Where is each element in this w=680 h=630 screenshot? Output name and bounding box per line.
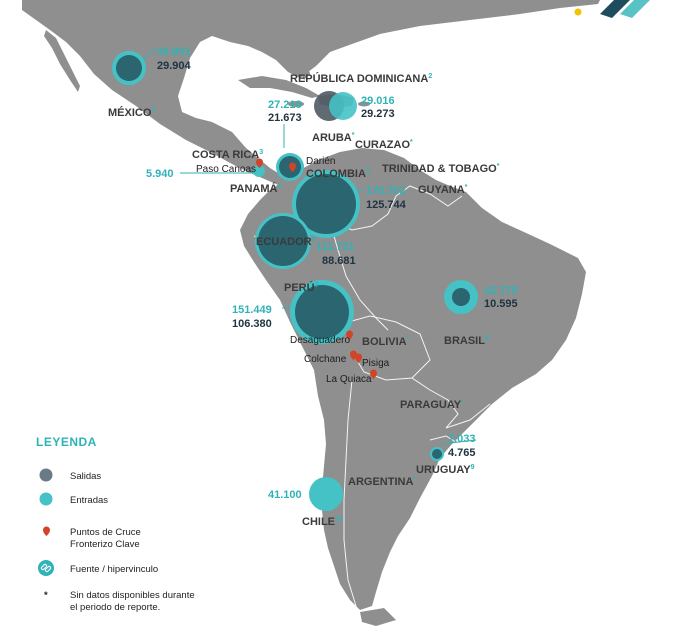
legend-asterisk: * bbox=[44, 590, 48, 601]
accent-teal-stroke bbox=[600, 0, 630, 18]
label-ecuador: ECUADOR6 bbox=[256, 236, 316, 248]
label-la-quiaca: La Quiaca bbox=[326, 374, 372, 385]
label-paraguay: PARAGUAY* bbox=[400, 399, 464, 411]
label-guyana: GUYANA* bbox=[418, 184, 468, 196]
label-rep-dominicana: REPÚBLICA DOMINICANA2 bbox=[290, 72, 432, 85]
legend-salidas-label: Salidas bbox=[70, 471, 101, 482]
bubble-rd-entradas bbox=[329, 92, 357, 120]
darien-salidas: 21.673 bbox=[268, 112, 302, 124]
bubble-costa-rica bbox=[253, 165, 265, 177]
label-panama: PANAMÁ4 bbox=[230, 182, 281, 195]
label-trinidad: TRINIDAD & TOBAGO* bbox=[382, 163, 500, 175]
accent-yellow-dot bbox=[574, 8, 582, 16]
legend-salidas-swatch bbox=[39, 468, 53, 482]
uruguay-entradas: 7.033 bbox=[448, 433, 476, 445]
country-labels: MÉXICO1 REPÚBLICA DOMINICANA2 ARUBA* CUR… bbox=[108, 72, 500, 528]
label-colchane: Colchane bbox=[304, 354, 347, 365]
marker-desaguadero bbox=[346, 330, 353, 340]
accent-cyan-stroke bbox=[620, 0, 650, 18]
uruguay-salidas: 4.765 bbox=[448, 447, 476, 459]
legend-marker-icon bbox=[43, 526, 50, 536]
marker-la-quiaca bbox=[370, 369, 377, 379]
crossing-labels: Paso Canoas Darién Desaguadero Colchane … bbox=[196, 156, 390, 385]
label-paso-canoas: Paso Canoas bbox=[196, 164, 256, 175]
land-jamaica bbox=[288, 101, 304, 107]
bubble-brasil-salidas bbox=[452, 288, 470, 306]
corner-accent bbox=[574, 0, 650, 18]
label-chile: CHILE10 bbox=[302, 516, 343, 528]
marker-pisiga bbox=[355, 353, 362, 363]
colombia-entradas: 170.702 bbox=[366, 185, 406, 197]
ecuador-entradas: 111.721 bbox=[316, 241, 355, 253]
label-brasil: BRASIL8 bbox=[444, 335, 489, 347]
costa-rica-value: 5.940 bbox=[146, 168, 174, 180]
connector-uruguay bbox=[441, 439, 477, 445]
bubble-colombia-salidas bbox=[296, 174, 356, 234]
land-florida bbox=[288, 40, 310, 80]
legend-title: LEYENDA bbox=[36, 435, 97, 449]
mexico-salidas: 29.904 bbox=[157, 60, 192, 72]
border-uruguay bbox=[429, 435, 463, 467]
link-icon bbox=[38, 560, 54, 576]
legend-entradas-label: Entradas bbox=[70, 495, 108, 506]
ecuador-salidas: 88.681 bbox=[322, 255, 356, 267]
land-cuba bbox=[238, 76, 320, 98]
land-puerto-rico bbox=[358, 101, 370, 107]
label-argentina: ARGENTINA* bbox=[348, 476, 416, 488]
legend-cruce-line1: Puntos de Cruce bbox=[70, 527, 141, 538]
brasil-entradas: 42.775 bbox=[484, 285, 518, 297]
peru-entradas: 151.449 bbox=[232, 304, 272, 316]
border-paraguay bbox=[411, 377, 459, 429]
legend: LEYENDA Salidas Entradas Puntos de Cruce… bbox=[36, 435, 195, 613]
bubble-ecuador-salidas bbox=[258, 216, 308, 266]
border-venezuela bbox=[395, 185, 463, 207]
legend-fuente-label: Fuente / hipervinculo bbox=[70, 564, 158, 575]
legend-nodata-line2: el periodo de reporte. bbox=[70, 602, 160, 613]
border-argentina-chile bbox=[343, 379, 357, 607]
label-colombia: COLOMBIA5 bbox=[306, 168, 370, 180]
bubble-mexico-salidas bbox=[116, 55, 142, 81]
border-brasil-south bbox=[445, 403, 491, 429]
label-desaguadero: Desaguadero bbox=[290, 335, 350, 346]
land-baja bbox=[44, 30, 80, 92]
label-costa-rica: COSTA RICA3 bbox=[192, 149, 263, 161]
rd-salidas: 29.273 bbox=[361, 108, 395, 120]
land-mexico-central-america bbox=[22, 0, 600, 192]
bubble-peru-salidas bbox=[295, 285, 349, 339]
label-bolivia: BOLIVIA* bbox=[362, 336, 410, 348]
chile-value: 41.100 bbox=[268, 489, 302, 501]
label-pisiga: Pisiga bbox=[362, 358, 390, 369]
darien-entradas: 27.218 bbox=[268, 99, 302, 111]
bubble-chile-entradas bbox=[309, 477, 343, 511]
brasil-salidas: 10.595 bbox=[484, 298, 518, 310]
peru-salidas: 106.380 bbox=[232, 318, 272, 330]
colombia-salidas: 125.744 bbox=[366, 199, 407, 211]
border-peru-brasil bbox=[329, 221, 389, 331]
legend-cruce-line2: Fronterizo Clave bbox=[70, 539, 140, 550]
land-tierra-del-fuego bbox=[360, 608, 396, 626]
bubbles-layer bbox=[112, 51, 478, 511]
label-peru: PERÚ7 bbox=[284, 281, 319, 294]
label-uruguay: URUGUAY9 bbox=[416, 464, 475, 476]
marker-paso-canoas bbox=[256, 158, 263, 168]
label-darien: Darién bbox=[306, 156, 335, 167]
legend-nodata-line1: Sin datos disponibles durante bbox=[70, 590, 195, 601]
label-mexico: MÉXICO1 bbox=[108, 106, 155, 119]
label-curazao: CURAZAO* bbox=[355, 139, 413, 151]
markers-layer bbox=[256, 158, 377, 379]
mexico-entradas: 35.851 bbox=[157, 46, 191, 58]
rd-entradas: 29.016 bbox=[361, 95, 395, 107]
bubble-uruguay-salidas bbox=[432, 449, 442, 459]
marker-darien bbox=[289, 162, 296, 172]
value-labels: 35.851 29.904 29.016 29.273 27.218 21.67… bbox=[146, 46, 518, 501]
legend-entradas-swatch bbox=[39, 492, 53, 506]
label-aruba: ARUBA* bbox=[312, 132, 355, 144]
